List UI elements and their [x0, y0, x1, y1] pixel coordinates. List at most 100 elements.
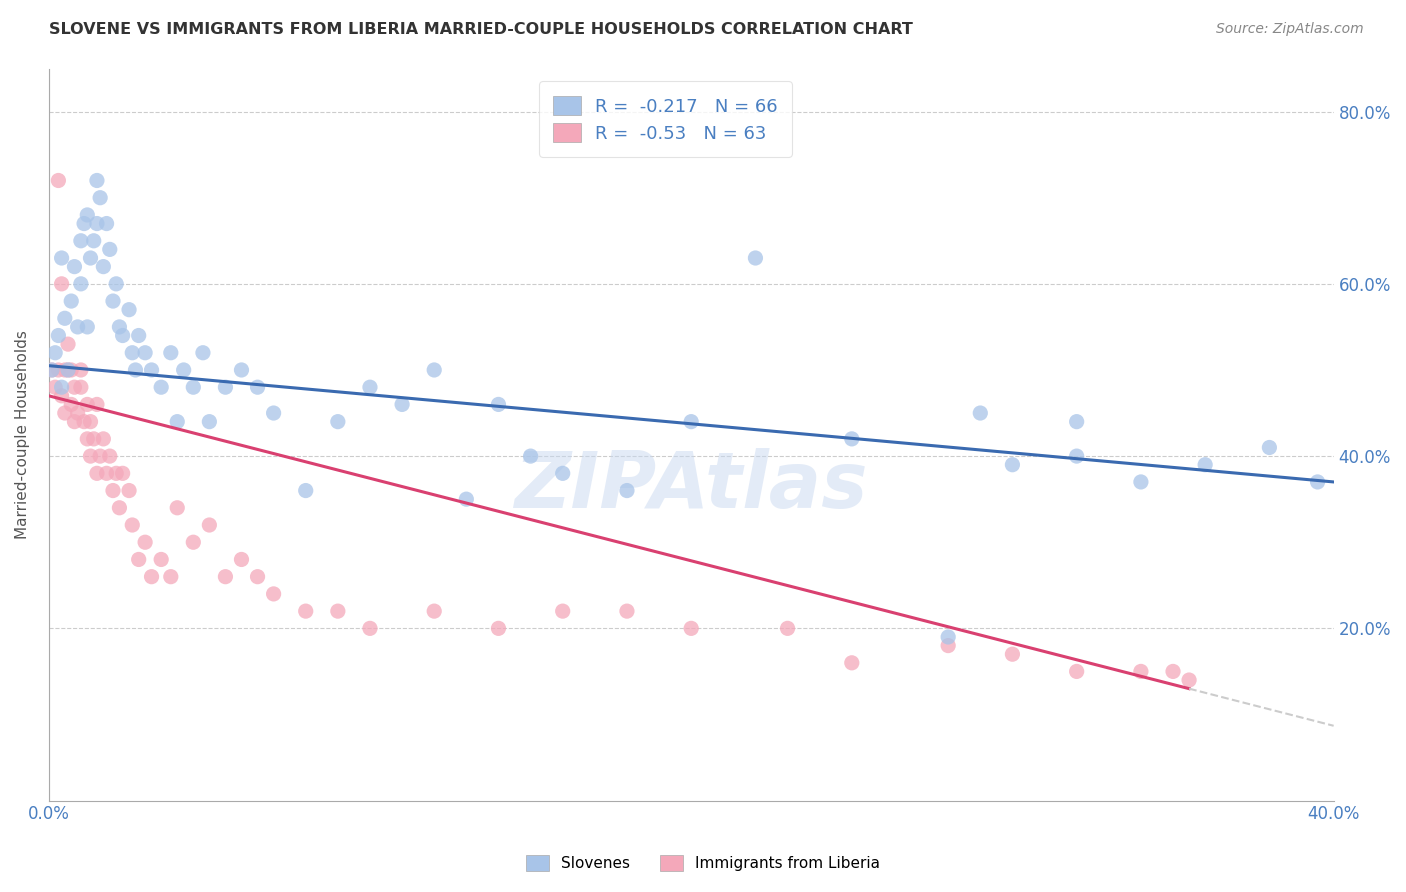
Point — [98, 449, 121, 463]
Point — [616, 483, 638, 498]
Point — [128, 552, 150, 566]
Point — [1066, 415, 1088, 429]
Point — [246, 570, 269, 584]
Point — [456, 492, 478, 507]
Point — [105, 467, 128, 481]
Point — [166, 500, 188, 515]
Point — [53, 406, 76, 420]
Point — [134, 345, 156, 359]
Point — [76, 432, 98, 446]
Point — [423, 363, 446, 377]
Point — [108, 319, 131, 334]
Text: ZIPAtlas: ZIPAtlas — [515, 448, 868, 524]
Point — [121, 345, 143, 359]
Point — [1178, 673, 1201, 687]
Point — [98, 243, 121, 257]
Point — [63, 415, 86, 429]
Point — [936, 630, 959, 644]
Point — [44, 345, 66, 359]
Point — [83, 432, 105, 446]
Point — [1306, 475, 1329, 489]
Point — [118, 483, 141, 498]
Point — [1129, 665, 1152, 679]
Point — [551, 467, 574, 481]
Point — [111, 467, 134, 481]
Point — [191, 345, 214, 359]
Point — [79, 251, 101, 265]
Point — [105, 277, 128, 291]
Point — [111, 328, 134, 343]
Point — [93, 260, 115, 274]
Point — [166, 415, 188, 429]
Point — [263, 587, 285, 601]
Point — [53, 311, 76, 326]
Point — [1066, 665, 1088, 679]
Point — [70, 277, 93, 291]
Point — [198, 415, 221, 429]
Point — [1258, 441, 1281, 455]
Point — [326, 415, 349, 429]
Point — [214, 380, 236, 394]
Point — [60, 294, 83, 309]
Point — [56, 337, 79, 351]
Point — [124, 363, 146, 377]
Point — [776, 621, 799, 635]
Point — [48, 328, 70, 343]
Point — [391, 397, 413, 411]
Text: Source: ZipAtlas.com: Source: ZipAtlas.com — [1216, 22, 1364, 37]
Point — [118, 302, 141, 317]
Point — [969, 406, 991, 420]
Point — [936, 639, 959, 653]
Point — [89, 191, 111, 205]
Point — [519, 449, 541, 463]
Point — [89, 449, 111, 463]
Point — [56, 363, 79, 377]
Point — [51, 277, 73, 291]
Point — [1001, 458, 1024, 472]
Point — [1001, 647, 1024, 661]
Point — [294, 483, 316, 498]
Point — [1194, 458, 1216, 472]
Text: SLOVENE VS IMMIGRANTS FROM LIBERIA MARRIED-COUPLE HOUSEHOLDS CORRELATION CHART: SLOVENE VS IMMIGRANTS FROM LIBERIA MARRI… — [49, 22, 912, 37]
Legend: Slovenes, Immigrants from Liberia: Slovenes, Immigrants from Liberia — [519, 849, 887, 877]
Point — [744, 251, 766, 265]
Point — [96, 217, 118, 231]
Point — [96, 467, 118, 481]
Point — [79, 449, 101, 463]
Point — [1129, 475, 1152, 489]
Point — [44, 380, 66, 394]
Point — [66, 319, 89, 334]
Point — [51, 389, 73, 403]
Point — [63, 260, 86, 274]
Point — [70, 234, 93, 248]
Point — [681, 415, 703, 429]
Point — [141, 570, 163, 584]
Point — [83, 234, 105, 248]
Point — [41, 363, 63, 377]
Point — [231, 363, 253, 377]
Y-axis label: Married-couple Households: Married-couple Households — [15, 330, 30, 539]
Point — [108, 500, 131, 515]
Point — [76, 397, 98, 411]
Point — [214, 570, 236, 584]
Point — [681, 621, 703, 635]
Point — [141, 363, 163, 377]
Point — [841, 656, 863, 670]
Legend: R =  -0.217   N = 66, R =  -0.53   N = 63: R = -0.217 N = 66, R = -0.53 N = 63 — [538, 81, 792, 157]
Point — [48, 363, 70, 377]
Point — [263, 406, 285, 420]
Point — [488, 397, 510, 411]
Point — [70, 363, 93, 377]
Point — [1066, 449, 1088, 463]
Point — [616, 604, 638, 618]
Point — [41, 363, 63, 377]
Point — [359, 621, 381, 635]
Point — [101, 483, 124, 498]
Point — [1161, 665, 1184, 679]
Point — [159, 345, 181, 359]
Point — [86, 397, 108, 411]
Point — [48, 173, 70, 187]
Point — [86, 173, 108, 187]
Point — [51, 251, 73, 265]
Point — [60, 363, 83, 377]
